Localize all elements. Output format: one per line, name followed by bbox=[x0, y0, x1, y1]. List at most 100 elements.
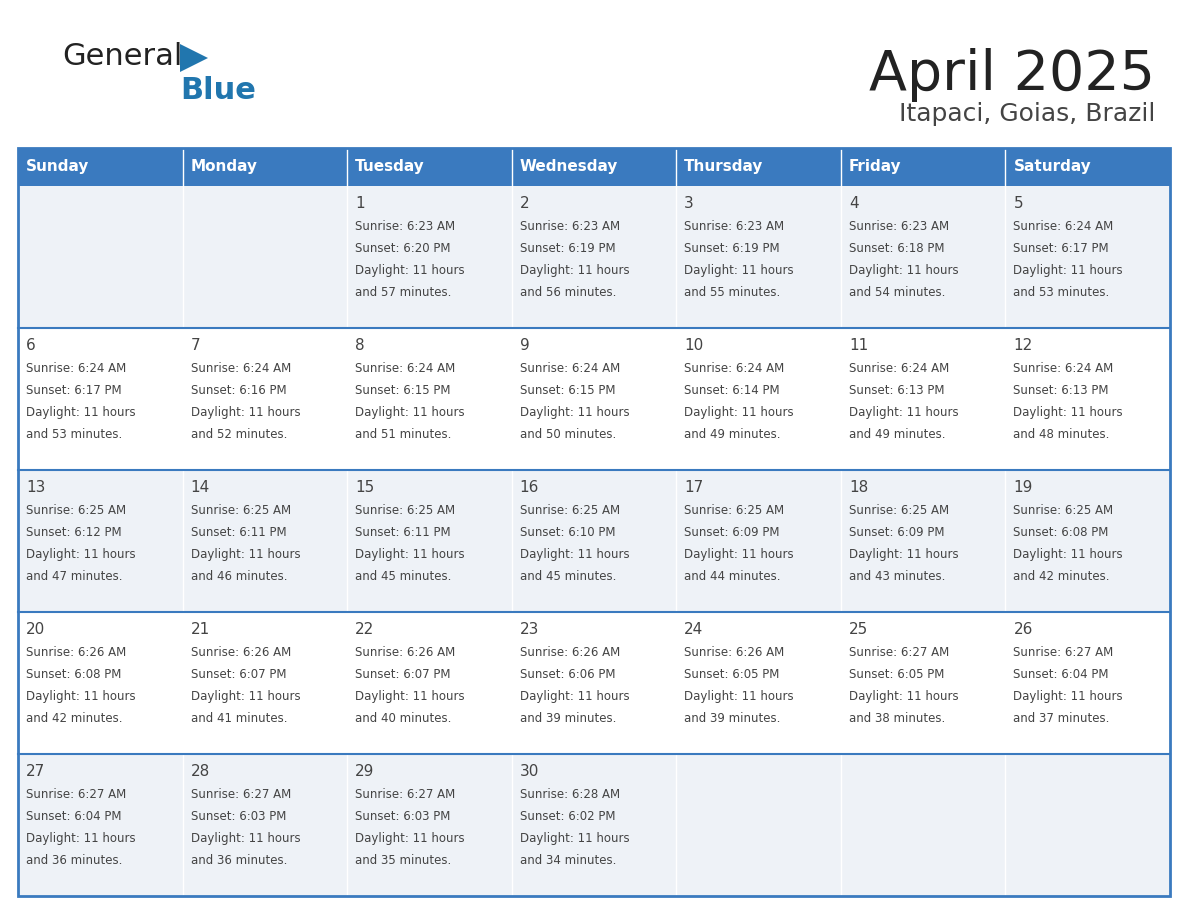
Text: 7: 7 bbox=[190, 338, 201, 353]
Text: Daylight: 11 hours: Daylight: 11 hours bbox=[849, 406, 959, 419]
Text: 14: 14 bbox=[190, 480, 210, 495]
Text: and 57 minutes.: and 57 minutes. bbox=[355, 286, 451, 299]
Text: Sunrise: 6:25 AM: Sunrise: 6:25 AM bbox=[190, 504, 291, 517]
Text: Sunrise: 6:23 AM: Sunrise: 6:23 AM bbox=[355, 220, 455, 233]
Text: Sunrise: 6:24 AM: Sunrise: 6:24 AM bbox=[355, 362, 455, 375]
Text: Sunrise: 6:27 AM: Sunrise: 6:27 AM bbox=[26, 788, 126, 801]
Bar bbox=[18, 612, 183, 754]
Text: 10: 10 bbox=[684, 338, 703, 353]
Bar bbox=[18, 328, 183, 470]
Text: and 37 minutes.: and 37 minutes. bbox=[1013, 712, 1110, 725]
Bar bbox=[841, 148, 1005, 186]
Text: Daylight: 11 hours: Daylight: 11 hours bbox=[190, 690, 301, 703]
Text: Sunset: 6:18 PM: Sunset: 6:18 PM bbox=[849, 242, 944, 255]
Text: 29: 29 bbox=[355, 764, 374, 779]
Text: Sunrise: 6:26 AM: Sunrise: 6:26 AM bbox=[26, 646, 126, 659]
Text: Daylight: 11 hours: Daylight: 11 hours bbox=[519, 548, 630, 561]
Text: Sunset: 6:10 PM: Sunset: 6:10 PM bbox=[519, 526, 615, 539]
Text: Daylight: 11 hours: Daylight: 11 hours bbox=[1013, 548, 1123, 561]
Bar bbox=[1005, 186, 1170, 328]
Bar bbox=[183, 328, 347, 470]
Text: Daylight: 11 hours: Daylight: 11 hours bbox=[684, 264, 794, 277]
Text: and 36 minutes.: and 36 minutes. bbox=[26, 854, 122, 867]
Text: Sunset: 6:05 PM: Sunset: 6:05 PM bbox=[849, 668, 944, 681]
Bar bbox=[512, 186, 676, 328]
Text: Daylight: 11 hours: Daylight: 11 hours bbox=[684, 548, 794, 561]
Text: Tuesday: Tuesday bbox=[355, 160, 425, 174]
Bar bbox=[18, 148, 1170, 896]
Text: 30: 30 bbox=[519, 764, 539, 779]
Text: Sunrise: 6:23 AM: Sunrise: 6:23 AM bbox=[519, 220, 620, 233]
Bar bbox=[347, 470, 512, 612]
Text: and 36 minutes.: and 36 minutes. bbox=[190, 854, 287, 867]
Text: Sunrise: 6:28 AM: Sunrise: 6:28 AM bbox=[519, 788, 620, 801]
Text: Daylight: 11 hours: Daylight: 11 hours bbox=[849, 690, 959, 703]
Bar bbox=[347, 328, 512, 470]
Text: Sunset: 6:17 PM: Sunset: 6:17 PM bbox=[1013, 242, 1110, 255]
Bar bbox=[841, 754, 1005, 896]
Text: 20: 20 bbox=[26, 622, 45, 637]
Bar bbox=[1005, 470, 1170, 612]
Text: and 55 minutes.: and 55 minutes. bbox=[684, 286, 781, 299]
Text: 9: 9 bbox=[519, 338, 530, 353]
Text: Sunrise: 6:24 AM: Sunrise: 6:24 AM bbox=[1013, 220, 1113, 233]
Text: and 49 minutes.: and 49 minutes. bbox=[849, 428, 946, 441]
Text: 12: 12 bbox=[1013, 338, 1032, 353]
Text: Sunset: 6:09 PM: Sunset: 6:09 PM bbox=[849, 526, 944, 539]
Text: Daylight: 11 hours: Daylight: 11 hours bbox=[26, 406, 135, 419]
Text: Sunset: 6:11 PM: Sunset: 6:11 PM bbox=[190, 526, 286, 539]
Text: General: General bbox=[62, 42, 183, 71]
Text: and 42 minutes.: and 42 minutes. bbox=[1013, 570, 1110, 583]
Bar bbox=[18, 754, 183, 896]
Text: Saturday: Saturday bbox=[1013, 160, 1092, 174]
Bar bbox=[512, 470, 676, 612]
Text: Daylight: 11 hours: Daylight: 11 hours bbox=[26, 832, 135, 845]
Text: 27: 27 bbox=[26, 764, 45, 779]
Bar bbox=[183, 148, 347, 186]
Text: Daylight: 11 hours: Daylight: 11 hours bbox=[26, 548, 135, 561]
Text: Daylight: 11 hours: Daylight: 11 hours bbox=[519, 832, 630, 845]
Text: and 42 minutes.: and 42 minutes. bbox=[26, 712, 122, 725]
Text: Daylight: 11 hours: Daylight: 11 hours bbox=[519, 690, 630, 703]
Text: and 34 minutes.: and 34 minutes. bbox=[519, 854, 617, 867]
Text: Daylight: 11 hours: Daylight: 11 hours bbox=[355, 690, 465, 703]
Text: 18: 18 bbox=[849, 480, 868, 495]
Text: Daylight: 11 hours: Daylight: 11 hours bbox=[1013, 690, 1123, 703]
Text: Sunrise: 6:27 AM: Sunrise: 6:27 AM bbox=[355, 788, 455, 801]
Text: Daylight: 11 hours: Daylight: 11 hours bbox=[190, 832, 301, 845]
Text: and 53 minutes.: and 53 minutes. bbox=[26, 428, 122, 441]
Text: and 39 minutes.: and 39 minutes. bbox=[684, 712, 781, 725]
Bar bbox=[841, 612, 1005, 754]
Text: Sunset: 6:04 PM: Sunset: 6:04 PM bbox=[1013, 668, 1108, 681]
Text: Sunrise: 6:26 AM: Sunrise: 6:26 AM bbox=[684, 646, 784, 659]
Text: Daylight: 11 hours: Daylight: 11 hours bbox=[1013, 406, 1123, 419]
Text: and 46 minutes.: and 46 minutes. bbox=[190, 570, 287, 583]
Text: Sunrise: 6:24 AM: Sunrise: 6:24 AM bbox=[684, 362, 784, 375]
Bar bbox=[676, 148, 841, 186]
Text: 13: 13 bbox=[26, 480, 45, 495]
Text: Sunset: 6:06 PM: Sunset: 6:06 PM bbox=[519, 668, 615, 681]
Text: Sunset: 6:13 PM: Sunset: 6:13 PM bbox=[1013, 384, 1108, 397]
Bar bbox=[1005, 754, 1170, 896]
Bar bbox=[676, 612, 841, 754]
Text: Sunrise: 6:27 AM: Sunrise: 6:27 AM bbox=[190, 788, 291, 801]
Text: and 54 minutes.: and 54 minutes. bbox=[849, 286, 946, 299]
Text: Daylight: 11 hours: Daylight: 11 hours bbox=[190, 548, 301, 561]
Text: Sunday: Sunday bbox=[26, 160, 89, 174]
Bar bbox=[676, 328, 841, 470]
Text: Sunset: 6:11 PM: Sunset: 6:11 PM bbox=[355, 526, 450, 539]
Text: April 2025: April 2025 bbox=[868, 48, 1155, 102]
Text: 26: 26 bbox=[1013, 622, 1032, 637]
Text: and 43 minutes.: and 43 minutes. bbox=[849, 570, 946, 583]
Bar bbox=[1005, 612, 1170, 754]
Text: and 56 minutes.: and 56 minutes. bbox=[519, 286, 617, 299]
Text: Daylight: 11 hours: Daylight: 11 hours bbox=[519, 264, 630, 277]
Text: Sunrise: 6:24 AM: Sunrise: 6:24 AM bbox=[26, 362, 126, 375]
Text: Sunrise: 6:27 AM: Sunrise: 6:27 AM bbox=[1013, 646, 1113, 659]
Text: Sunrise: 6:23 AM: Sunrise: 6:23 AM bbox=[684, 220, 784, 233]
Text: 15: 15 bbox=[355, 480, 374, 495]
Bar bbox=[18, 186, 183, 328]
Text: Monday: Monday bbox=[190, 160, 258, 174]
Text: Sunset: 6:08 PM: Sunset: 6:08 PM bbox=[1013, 526, 1108, 539]
Text: Sunset: 6:03 PM: Sunset: 6:03 PM bbox=[190, 810, 286, 823]
